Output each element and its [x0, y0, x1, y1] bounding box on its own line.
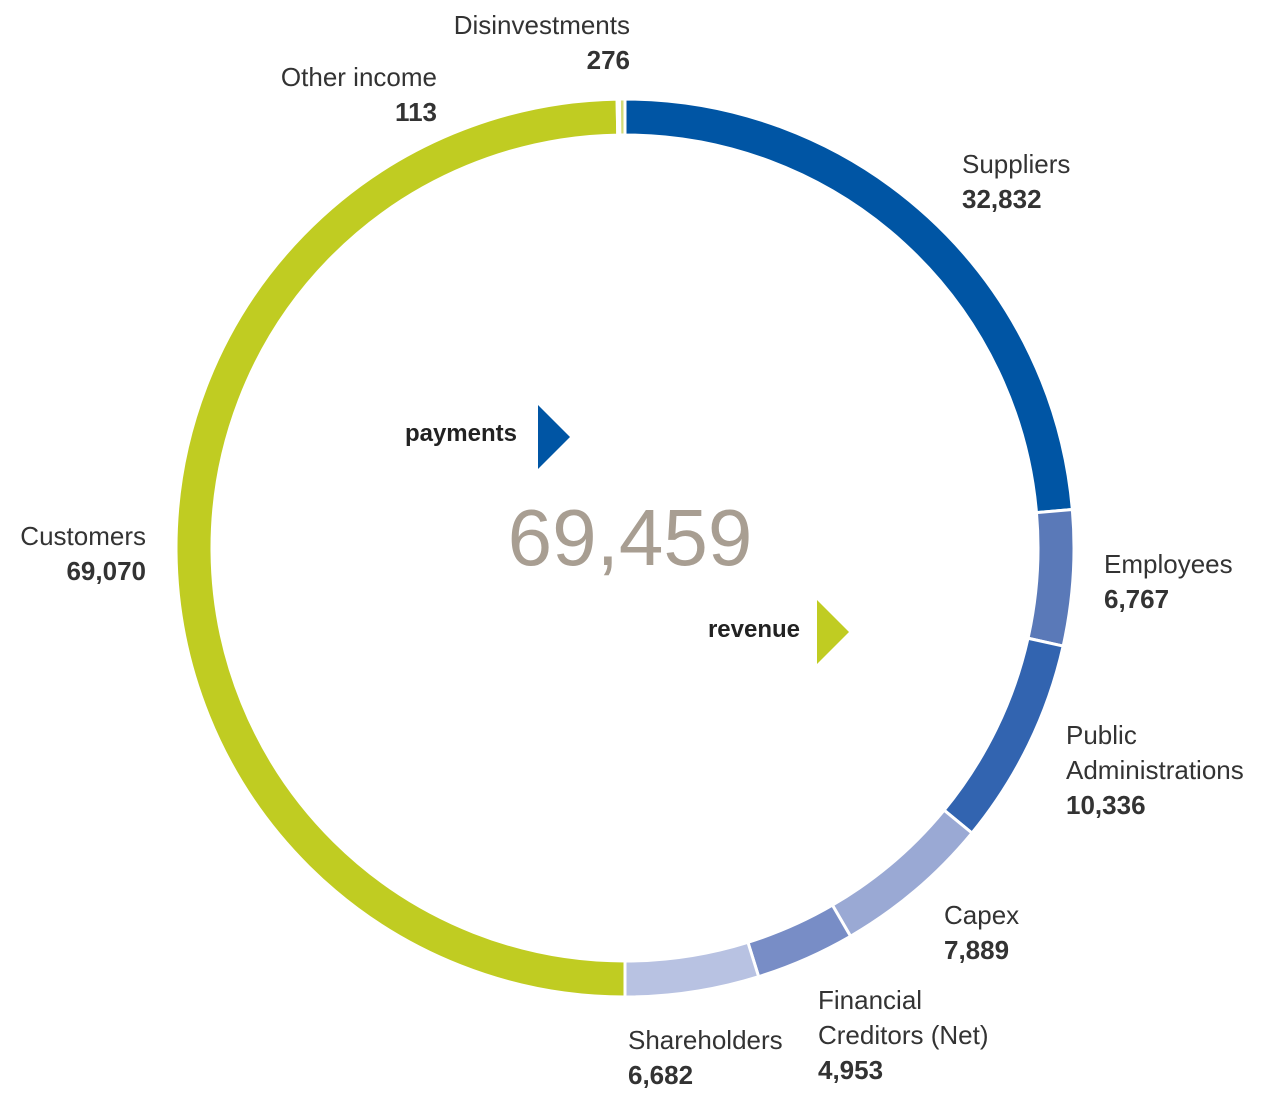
value-label: 7,889	[944, 935, 1010, 965]
category-label: Suppliers	[962, 149, 1071, 179]
category-label: Public Administrations	[1066, 720, 1244, 785]
donut-segment	[623, 940, 761, 999]
segment-label: Shareholders 6,682	[628, 1023, 808, 1093]
category-label: Capex	[944, 900, 1020, 930]
segment-label: Other income 113	[237, 60, 437, 130]
segment-label: Customers 69,070	[0, 519, 146, 589]
category-label: Employees	[1104, 549, 1233, 579]
value-label: 6,767	[1104, 584, 1170, 614]
segment-label: Disinvestments 276	[410, 8, 630, 78]
value-label: 4,953	[818, 1055, 884, 1085]
value-label: 276	[586, 45, 630, 75]
value-label: 113	[395, 97, 437, 127]
center-total: 69,459	[507, 493, 753, 582]
category-label: Disinvestments	[453, 10, 630, 40]
category-label: Shareholders	[628, 1025, 783, 1055]
segment-label: Public Administrations 10,336	[1066, 718, 1278, 823]
value-label: 69,070	[66, 556, 146, 586]
category-label: Other income	[280, 62, 437, 92]
donut-segment	[746, 903, 853, 979]
group-arrow	[538, 405, 570, 469]
segment-label: Financial Creditors (Net) 4,953	[818, 983, 1008, 1088]
donut-segment	[617, 97, 627, 137]
group-arrow	[817, 600, 849, 664]
segment-label: Capex 7,889	[944, 898, 1144, 968]
value-label: 32,832	[962, 184, 1042, 214]
donut-segment	[942, 636, 1065, 836]
category-label: Customers	[20, 521, 146, 551]
donut-segment	[1026, 507, 1076, 648]
group-label: revenue	[707, 616, 800, 643]
segment-label: Employees 6,767	[1104, 547, 1274, 617]
group-label: payments	[404, 420, 517, 447]
value-label: 6,682	[628, 1060, 694, 1090]
category-label: Financial Creditors (Net)	[818, 985, 989, 1050]
segment-label: Suppliers 32,832	[962, 147, 1262, 217]
value-label: 10,336	[1066, 790, 1146, 820]
